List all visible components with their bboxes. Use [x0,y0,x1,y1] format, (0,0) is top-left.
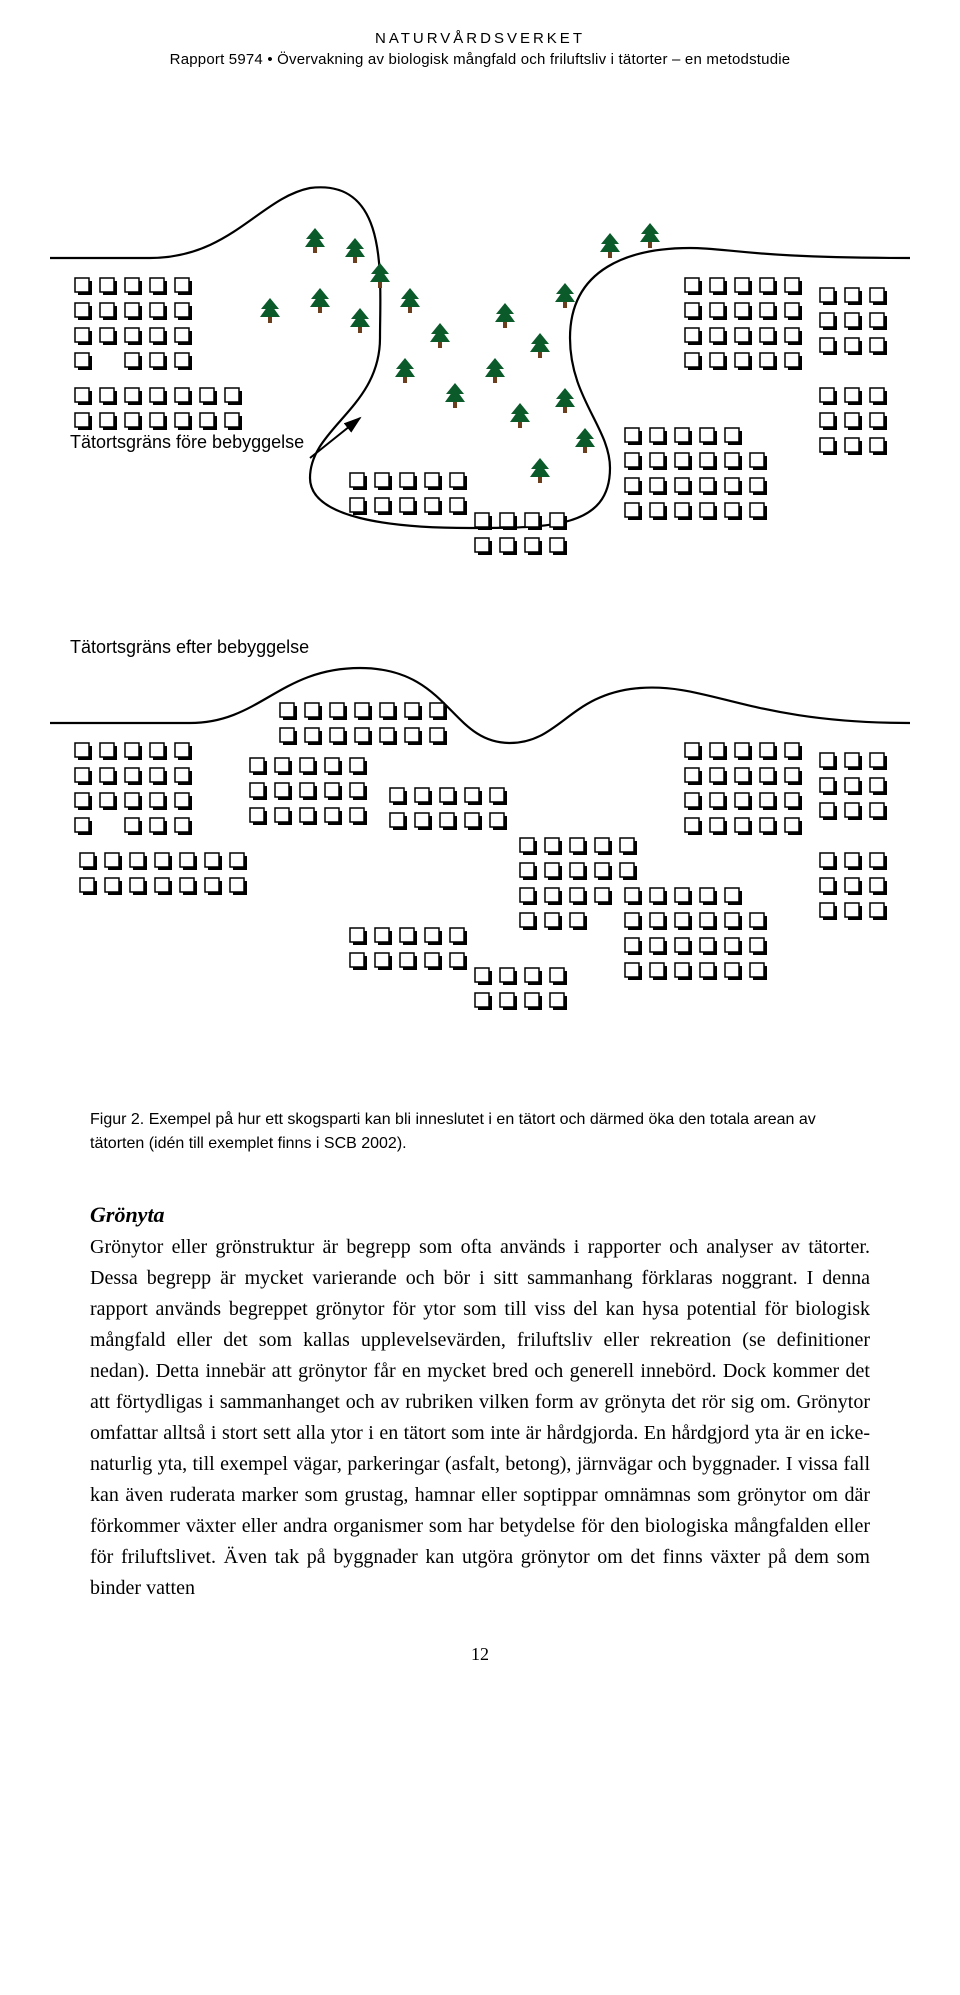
svg-text:Tätortsgräns före bebyggelse: Tätortsgräns före bebyggelse [70,432,304,452]
diagram-svg: Tätortsgräns före bebyggelse Tätortsgräns… [50,128,910,1038]
page-number: 12 [90,1644,870,1665]
section-title: Grönyta [90,1202,870,1228]
section-body: Grönytor eller grönstruktur är begrepp s… [90,1232,870,1604]
svg-text:Tätortsgräns efter bebyggelse: Tätortsgräns efter bebyggelse [70,637,309,657]
figure-caption: Figur 2. Exempel på hur ett skogsparti k… [90,1108,870,1156]
header-subtitle: Rapport 5974 • Övervakning av biologisk … [90,51,870,68]
figure-diagram: Tätortsgräns före bebyggelse Tätortsgräns… [50,128,910,1038]
header-org: NATURVÅRDSVERKET [90,30,870,47]
page-header: NATURVÅRDSVERKET Rapport 5974 • Övervakn… [90,30,870,68]
